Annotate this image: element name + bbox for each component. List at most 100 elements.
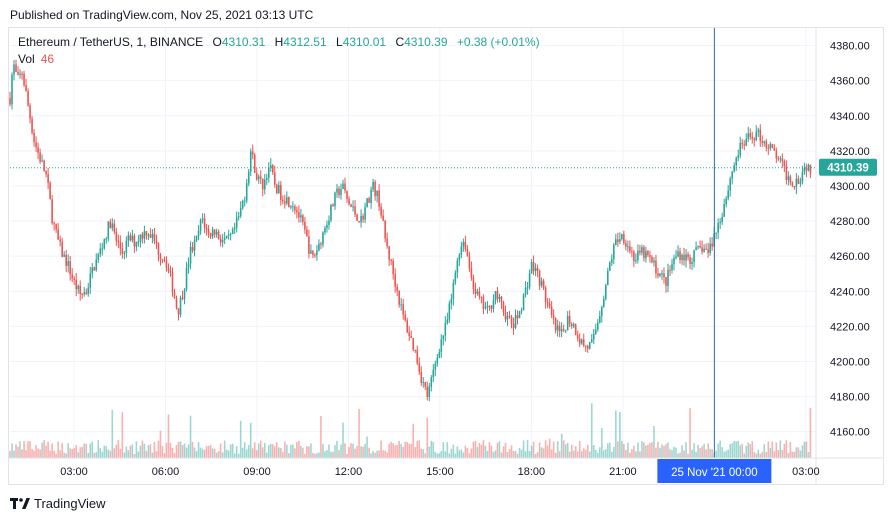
candle-body	[231, 229, 234, 234]
candle-body	[693, 249, 695, 263]
candle-body	[155, 241, 158, 244]
volume-bar	[596, 452, 599, 458]
volume-bar	[458, 450, 461, 458]
candle-body	[452, 282, 455, 299]
volume-bar	[617, 441, 619, 458]
candle-body	[568, 316, 571, 324]
volume-bar	[789, 442, 792, 458]
candle-body	[685, 254, 687, 261]
candle-body	[55, 224, 57, 230]
volume-bar	[350, 443, 352, 458]
volume-bar	[482, 440, 485, 458]
volume-bar	[607, 443, 609, 458]
volume-bar	[362, 446, 364, 458]
candle-body	[803, 168, 806, 173]
volume-bar	[711, 449, 713, 458]
volume-bar	[259, 440, 262, 458]
candle-body	[753, 138, 756, 141]
candle-body	[647, 251, 649, 256]
candle-body	[394, 274, 396, 287]
volume-bar	[737, 440, 740, 458]
candle-body	[797, 178, 800, 184]
candle-body	[751, 137, 754, 139]
volume-bar	[121, 412, 124, 458]
volume-label: Vol	[18, 52, 35, 66]
volume-bar	[33, 450, 35, 458]
volume-bar	[498, 441, 501, 458]
candle-body	[536, 267, 539, 271]
volume-bar	[578, 441, 581, 458]
candle-body	[653, 260, 655, 263]
volume-bar	[65, 453, 67, 458]
volume-bar	[225, 449, 228, 458]
volume-bar	[406, 442, 409, 458]
candle-body	[342, 183, 344, 190]
candle-body	[282, 199, 284, 202]
candle-body	[725, 198, 727, 205]
candle-body	[576, 335, 579, 339]
candle-body	[558, 325, 561, 332]
volume-bar	[410, 443, 413, 458]
candle-body	[466, 248, 469, 257]
candle-body	[739, 142, 742, 156]
candle-body	[574, 324, 577, 336]
candle-body	[330, 204, 332, 221]
candle-body	[123, 252, 126, 254]
volume-bar	[45, 445, 47, 458]
volume-bar	[763, 444, 766, 458]
candle-body	[340, 189, 342, 196]
close-label: C	[395, 35, 405, 49]
candle-body	[611, 259, 613, 263]
candle-body	[510, 316, 513, 324]
volume-bar	[243, 442, 246, 458]
candle-body	[715, 232, 717, 234]
volume-bar	[35, 445, 37, 458]
candle-body	[777, 158, 780, 160]
candle-body	[651, 257, 653, 263]
tradingview-logo-icon	[10, 498, 30, 509]
brand-footer[interactable]: TradingView	[10, 496, 106, 511]
volume-bar	[598, 447, 601, 458]
volume-bar	[675, 447, 677, 458]
volume-bar	[306, 446, 308, 458]
volume-bar	[263, 442, 266, 458]
candle-body	[101, 248, 104, 250]
y-tick-label: 4260.00	[830, 251, 870, 263]
candle-body	[161, 259, 164, 261]
candle-body	[506, 315, 509, 320]
volume-bar	[709, 448, 711, 458]
candle-body	[570, 323, 573, 327]
candle-body	[623, 234, 625, 244]
volume-bar	[83, 443, 86, 458]
candle-body	[29, 105, 31, 119]
volume-bar	[189, 415, 192, 458]
candle-body	[217, 231, 220, 239]
volume-bar	[679, 452, 681, 458]
volume-bar	[330, 451, 332, 458]
volume-value: 46	[40, 52, 55, 66]
candle-body	[79, 285, 82, 295]
candle-body	[83, 292, 86, 295]
candle-body	[480, 296, 483, 298]
volume-bar	[59, 450, 61, 458]
volume-bar	[532, 441, 535, 458]
candle-body	[550, 306, 553, 316]
candle-body	[542, 280, 545, 288]
volume-bar	[562, 440, 565, 458]
volume-bar	[249, 422, 252, 458]
volume-bar	[422, 449, 425, 458]
volume-bar	[109, 450, 112, 458]
candle-body	[490, 305, 493, 309]
candle-body	[801, 172, 804, 182]
volume-bar	[703, 443, 705, 458]
volume-bar	[280, 447, 282, 458]
candle-body	[314, 255, 316, 257]
candle-body	[209, 233, 212, 237]
crosshair-date-label: 25 Nov '21 00:00	[671, 467, 758, 479]
candle-body	[21, 73, 23, 75]
volume-bar	[207, 446, 210, 458]
candle-body	[548, 303, 551, 307]
candle-body	[761, 141, 764, 144]
volume-bar	[231, 443, 234, 458]
